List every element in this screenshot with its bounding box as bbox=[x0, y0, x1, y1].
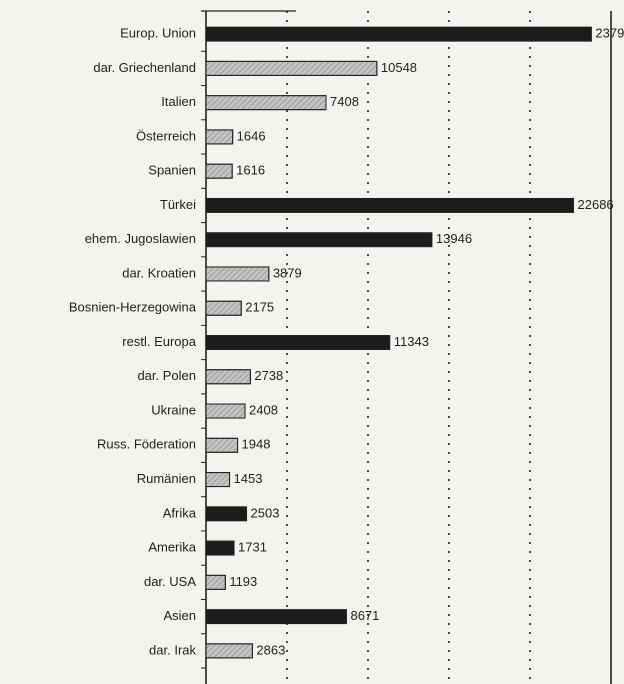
bar-hatch bbox=[205, 60, 378, 76]
value-label: 11343 bbox=[394, 334, 429, 349]
value-label: 1453 bbox=[234, 471, 263, 486]
bar-hatch bbox=[205, 300, 242, 316]
value-label: 2738 bbox=[254, 368, 283, 383]
value-label: 22686 bbox=[578, 197, 614, 212]
y-tick-label: Asien bbox=[163, 608, 196, 623]
bar-hatch bbox=[205, 643, 253, 659]
bar-hatch bbox=[205, 403, 246, 419]
y-tick-label: restl. Europa bbox=[122, 334, 196, 349]
y-tick-label: dar. USA bbox=[144, 574, 196, 589]
value-label: 2408 bbox=[249, 402, 278, 417]
y-tick-label: Rumänien bbox=[137, 471, 196, 486]
bar bbox=[205, 232, 433, 248]
bar-hatch bbox=[205, 369, 251, 385]
bar bbox=[205, 506, 248, 522]
value-label: 1616 bbox=[236, 163, 265, 178]
y-tick-label: Afrika bbox=[163, 505, 197, 520]
y-tick-label: Spanien bbox=[148, 163, 196, 178]
y-tick-label: Italien bbox=[161, 94, 196, 109]
value-label: 10548 bbox=[381, 60, 417, 75]
value-label: 1646 bbox=[237, 128, 266, 143]
value-label: 1193 bbox=[229, 574, 257, 589]
value-label: 1731 bbox=[238, 540, 267, 555]
value-label: 2863 bbox=[256, 642, 285, 657]
y-tick-label: ehem. Jugoslawien bbox=[85, 231, 196, 246]
bar bbox=[205, 26, 592, 42]
y-tick-label: Europ. Union bbox=[120, 26, 196, 41]
y-tick-label: Russ. Föderation bbox=[97, 437, 196, 452]
y-tick-label: Bosnien-Herzegowina bbox=[69, 300, 197, 315]
bar-hatch bbox=[205, 472, 231, 488]
bar-hatch bbox=[205, 437, 239, 453]
y-tick-label: dar. Polen bbox=[137, 368, 196, 383]
bar bbox=[205, 335, 391, 350]
y-tick-label: Türkei bbox=[160, 197, 196, 212]
bar-hatch bbox=[205, 129, 234, 145]
bar-hatch bbox=[205, 163, 233, 179]
y-tick-label: Österreich bbox=[136, 128, 196, 143]
y-tick-label: dar. Griechenland bbox=[93, 60, 196, 75]
value-label: 8671 bbox=[350, 608, 379, 623]
value-label: 13946 bbox=[436, 231, 472, 246]
bar bbox=[205, 197, 575, 213]
value-label: 23790 bbox=[595, 26, 624, 41]
value-label: 7408 bbox=[330, 94, 359, 109]
value-label: 2503 bbox=[251, 505, 280, 520]
y-tick-label: Ukraine bbox=[151, 402, 196, 417]
y-tick-label: dar. Kroatien bbox=[122, 265, 196, 280]
value-label: 3879 bbox=[273, 265, 302, 280]
bar bbox=[205, 609, 347, 625]
y-tick-label: Amerika bbox=[148, 540, 196, 555]
y-tick-label: dar. Irak bbox=[149, 642, 196, 657]
bar-hatch bbox=[205, 574, 226, 590]
bar-hatch bbox=[205, 95, 327, 111]
value-label: 1948 bbox=[242, 437, 271, 452]
bar-hatch bbox=[205, 266, 270, 282]
bar bbox=[205, 540, 235, 556]
value-label: 2175 bbox=[245, 300, 274, 315]
